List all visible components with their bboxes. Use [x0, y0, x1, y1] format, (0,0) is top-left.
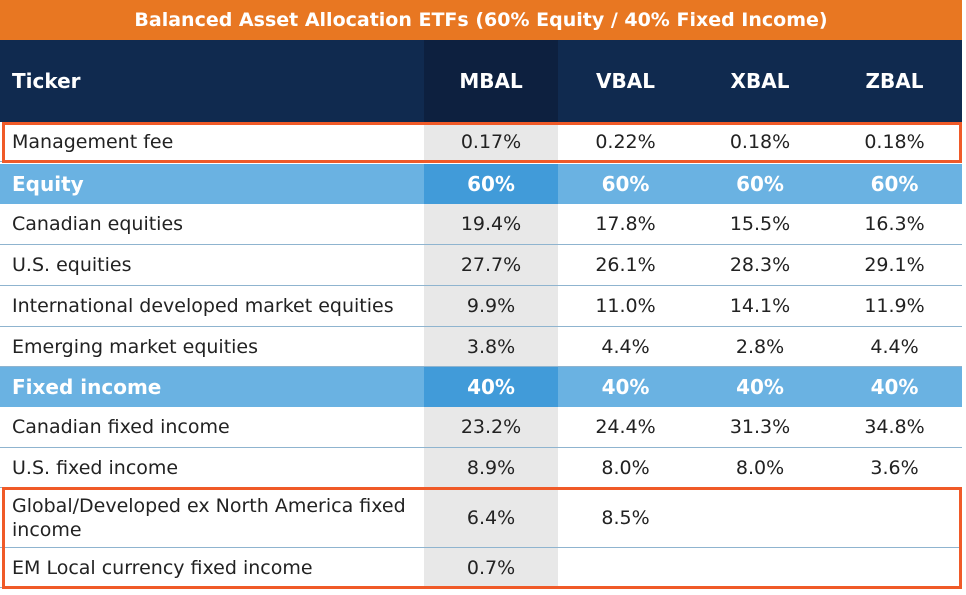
section-row: Fixed income 40% 40% 40% 40%	[0, 367, 962, 407]
row-value-vbal: 60%	[601, 172, 650, 196]
row-label: U.S. equities	[12, 254, 132, 276]
row-value-mbal: 23.2%	[424, 407, 558, 447]
row-value-vbal: 4.4%	[601, 335, 650, 358]
row-value-mbal: 60%	[424, 164, 558, 204]
table-header-row: Ticker MBAL VBAL XBAL ZBAL	[0, 40, 962, 122]
row-value-vbal: 17.8%	[595, 213, 656, 235]
row-value-zbal: 34.8%	[864, 416, 925, 438]
row-label: Canadian equities	[12, 213, 184, 235]
row-label: Global/Developed ex North America fixed …	[12, 494, 406, 541]
table-row: Canadian equities 19.4% 17.8% 15.5% 16.3%	[0, 204, 962, 245]
row-label: Management fee	[12, 130, 174, 153]
row-value-zbal: 3.6%	[870, 456, 919, 479]
row-label: Emerging market equities	[12, 335, 259, 358]
row-label: Fixed income	[12, 375, 162, 399]
row-value-zbal	[827, 488, 962, 547]
row-value-vbal	[558, 548, 693, 587]
row-value-zbal	[827, 548, 962, 587]
row-label: EM Local currency fixed income	[12, 556, 313, 579]
table-row: U.S. fixed income 8.9% 8.0% 8.0% 3.6%	[0, 448, 962, 488]
row-value-mbal: 3.8%	[424, 327, 558, 366]
row-value-xbal: 31.3%	[729, 416, 791, 438]
row-value-vbal: 24.4%	[595, 416, 656, 438]
row-value-vbal: 8.5%	[601, 506, 650, 529]
row-value-xbal	[693, 548, 827, 587]
row-value-zbal: 60%	[870, 172, 919, 196]
row-value-xbal: 60%	[736, 172, 784, 196]
header-mbal: MBAL	[424, 40, 558, 122]
header-xbal: XBAL	[730, 69, 790, 93]
row-label: U.S. fixed income	[12, 456, 179, 479]
table-row: Global/Developed ex North America fixed …	[0, 488, 962, 548]
row-value-mbal: 0.17%	[424, 122, 558, 161]
row-value-zbal: 29.1%	[864, 254, 925, 276]
row-value-mbal: 19.4%	[424, 204, 558, 244]
row-value-vbal: 11.0%	[595, 295, 656, 317]
table-row: Canadian fixed income 23.2% 24.4% 31.3% 34.8…	[0, 407, 962, 448]
table-row: International developed market equities 9…	[0, 286, 962, 327]
row-value-zbal: 4.4%	[870, 335, 919, 358]
row-label: Canadian fixed income	[12, 416, 230, 438]
row-value-mbal: 40%	[424, 367, 558, 407]
row-value-xbal	[693, 488, 827, 547]
header-ticker: Ticker	[12, 69, 81, 93]
section-row: Equity 60% 60% 60% 60%	[0, 164, 962, 204]
row-value-mbal: 6.4%	[424, 488, 558, 547]
row-value-xbal: 8.0%	[735, 456, 785, 479]
row-value-vbal: 40%	[601, 375, 650, 399]
row-value-xbal: 2.8%	[735, 335, 785, 358]
table-row: EM Local currency fixed income 0.7%	[0, 548, 962, 588]
row-value-vbal: 26.1%	[595, 254, 656, 276]
row-value-xbal: 28.3%	[729, 254, 791, 276]
row-value-zbal: 11.9%	[864, 295, 925, 317]
row-value-zbal: 40%	[870, 375, 919, 399]
table-row: Management fee 0.17% 0.22% 0.18% 0.18%	[0, 122, 962, 162]
row-value-mbal: 9.9%	[424, 286, 558, 326]
row-value-vbal: 8.0%	[601, 456, 650, 479]
row-value-xbal: 40%	[736, 375, 784, 399]
header-zbal: ZBAL	[865, 69, 924, 93]
table-row: Emerging market equities 3.8% 4.4% 2.8% 4.4%	[0, 327, 962, 367]
row-value-zbal: 0.18%	[864, 130, 925, 153]
row-label: Equity	[12, 172, 84, 196]
row-value-xbal: 0.18%	[729, 130, 791, 153]
table-row: U.S. equities 27.7% 26.1% 28.3% 29.1%	[0, 245, 962, 286]
row-value-mbal: 0.7%	[424, 548, 558, 587]
row-value-mbal: 27.7%	[424, 245, 558, 285]
row-label: International developed market equities	[12, 295, 394, 317]
row-value-xbal: 14.1%	[729, 295, 791, 317]
row-value-mbal: 8.9%	[424, 448, 558, 487]
row-value-xbal: 15.5%	[729, 213, 791, 235]
row-value-zbal: 16.3%	[864, 213, 925, 235]
row-value-vbal: 0.22%	[595, 130, 656, 153]
table-title: Balanced Asset Allocation ETFs (60% Equi…	[0, 0, 962, 40]
header-vbal: VBAL	[596, 69, 655, 93]
